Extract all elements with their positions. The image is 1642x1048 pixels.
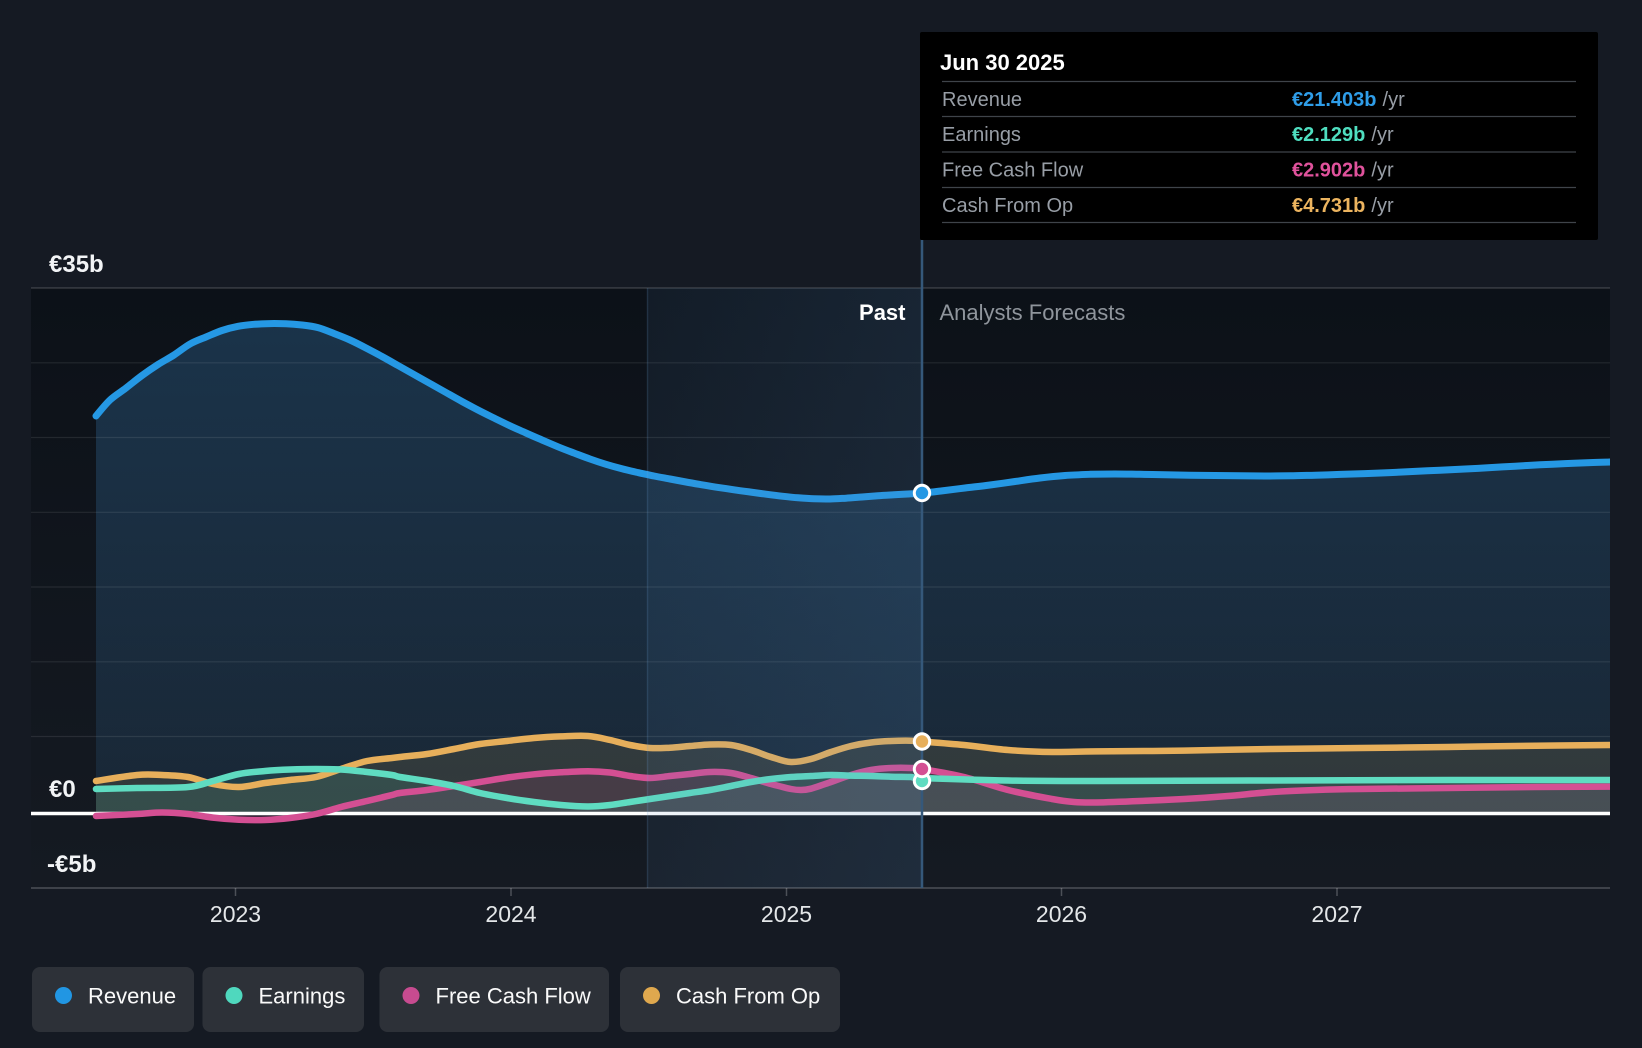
svg-text:-€5b: -€5b: [47, 851, 96, 878]
svg-text:€2.129b/yr: €2.129b/yr: [1292, 124, 1394, 146]
svg-text:Jun 30 2025: Jun 30 2025: [940, 50, 1065, 75]
svg-text:2025: 2025: [761, 901, 812, 927]
svg-text:Free Cash Flow: Free Cash Flow: [942, 160, 1084, 182]
svg-text:2026: 2026: [1036, 901, 1087, 927]
svg-text:Earnings: Earnings: [942, 124, 1021, 146]
svg-text:2024: 2024: [485, 901, 536, 927]
svg-text:€0: €0: [49, 776, 76, 803]
svg-text:Earnings: Earnings: [259, 984, 346, 1009]
svg-text:Past: Past: [859, 300, 906, 325]
svg-text:Revenue: Revenue: [88, 984, 176, 1009]
svg-text:€35b: €35b: [49, 251, 104, 278]
svg-text:€4.731b/yr: €4.731b/yr: [1292, 195, 1394, 217]
svg-text:Free Cash Flow: Free Cash Flow: [436, 984, 591, 1009]
svg-text:€21.403b/yr: €21.403b/yr: [1292, 89, 1405, 111]
svg-text:Revenue: Revenue: [942, 89, 1022, 111]
svg-text:Analysts Forecasts: Analysts Forecasts: [940, 300, 1126, 325]
svg-text:€2.902b/yr: €2.902b/yr: [1292, 160, 1394, 182]
svg-text:2027: 2027: [1311, 901, 1362, 927]
svg-text:Cash From Op: Cash From Op: [676, 984, 820, 1009]
svg-text:Cash From Op: Cash From Op: [942, 195, 1073, 217]
svg-text:2023: 2023: [210, 901, 261, 927]
